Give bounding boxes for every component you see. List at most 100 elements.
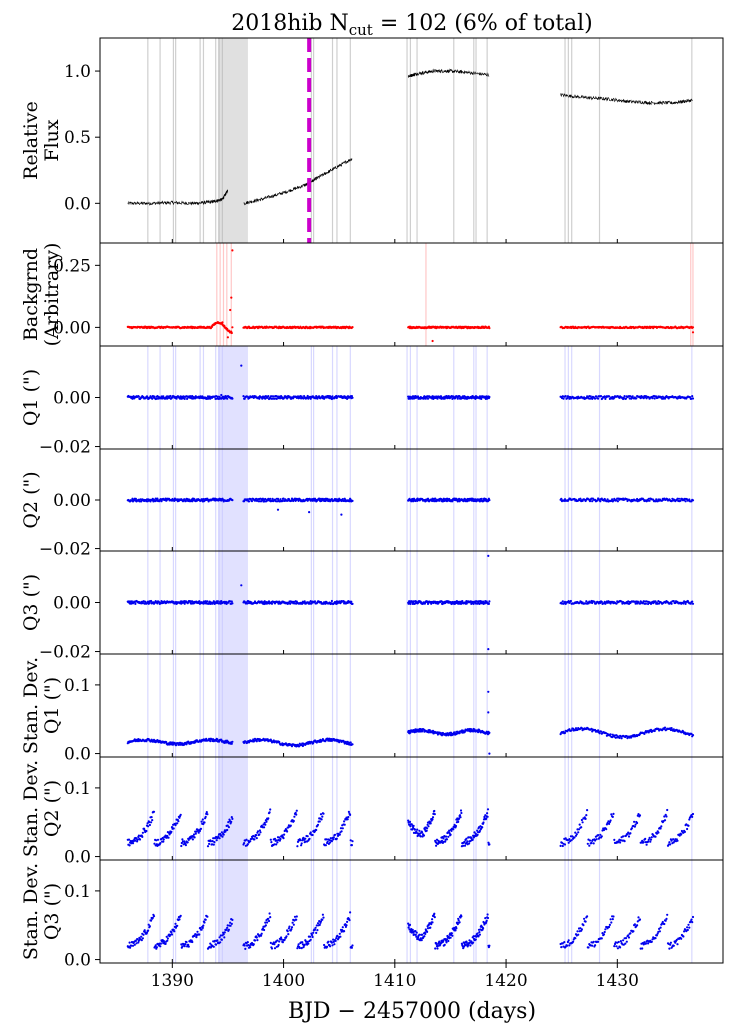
- data-point: [184, 499, 187, 503]
- data-point: [213, 939, 217, 942]
- data-point: [203, 821, 206, 824]
- data-point: [669, 843, 672, 846]
- data-point: [480, 497, 483, 500]
- data-point: [295, 813, 298, 816]
- data-point: [167, 836, 170, 839]
- data-point: [215, 739, 218, 743]
- data-point: [229, 600, 232, 603]
- data-point: [276, 841, 279, 844]
- data-point: [672, 838, 675, 841]
- data-point: [151, 819, 154, 822]
- data-point: [206, 813, 209, 816]
- data-point: [206, 600, 209, 603]
- data-point: [666, 808, 669, 812]
- data-point: [330, 840, 333, 843]
- data-point: [613, 838, 616, 842]
- data-point: [131, 842, 135, 845]
- data-point: [650, 836, 653, 839]
- data-point: [597, 729, 600, 732]
- data-point: [633, 820, 636, 823]
- data-point: [231, 397, 234, 400]
- data-point: [560, 497, 563, 500]
- data-point: [290, 926, 294, 929]
- data-point: [184, 943, 187, 946]
- data-point: [182, 395, 185, 398]
- data-point: [243, 944, 246, 947]
- data-point: [295, 809, 298, 812]
- data-point: [255, 740, 258, 743]
- y-tick-label: 0.1: [64, 779, 91, 799]
- data-point: [185, 941, 188, 944]
- data-point: [202, 498, 205, 501]
- data-point: [469, 600, 472, 603]
- data-point: [624, 397, 628, 400]
- data-point: [431, 339, 434, 343]
- data-point: [264, 497, 267, 501]
- data-point: [668, 841, 671, 844]
- data-point: [477, 731, 480, 734]
- data-point: [350, 395, 353, 398]
- data-point: [581, 821, 584, 824]
- data-point: [203, 921, 206, 924]
- data-point: [594, 397, 597, 400]
- data-point: [202, 924, 205, 927]
- data-point: [137, 834, 140, 837]
- data-point: [299, 839, 302, 842]
- data-point: [325, 838, 328, 841]
- data-point: [206, 915, 209, 918]
- data-point: [488, 395, 491, 399]
- data-point: [194, 832, 197, 835]
- data-point: [311, 833, 314, 837]
- data-point: [421, 730, 424, 733]
- data-point: [276, 508, 280, 511]
- data-point: [309, 935, 312, 938]
- data-point: [579, 497, 582, 500]
- data-point: [264, 921, 267, 924]
- data-point: [657, 831, 660, 834]
- data-point: [570, 729, 573, 732]
- data-point: [293, 815, 296, 818]
- data-point: [296, 947, 299, 950]
- data-point: [227, 821, 230, 824]
- data-point: [431, 499, 434, 503]
- data-point: [563, 731, 567, 735]
- data-point: [458, 814, 462, 817]
- data-point: [346, 740, 349, 744]
- data-point: [230, 820, 233, 824]
- data-point: [189, 395, 192, 398]
- data-point: [141, 831, 144, 834]
- data-point: [267, 917, 270, 920]
- data-point: [609, 733, 612, 736]
- data-point: [200, 928, 203, 931]
- data-point: [148, 925, 151, 928]
- data-point: [170, 931, 173, 934]
- data-point: [638, 602, 642, 605]
- data-point: [335, 837, 338, 840]
- data-point: [170, 933, 174, 936]
- data-point: [677, 497, 681, 500]
- data-point: [227, 928, 230, 931]
- data-point: [187, 943, 190, 947]
- data-point: [487, 602, 490, 606]
- data-point: [175, 397, 178, 400]
- data-point: [310, 933, 314, 937]
- flux-series: [407, 68, 490, 79]
- data-point: [268, 811, 271, 814]
- data-point: [691, 734, 695, 737]
- data-point: [618, 736, 621, 740]
- data-point: [292, 397, 295, 400]
- data-point: [286, 499, 289, 502]
- data-point: [164, 497, 167, 500]
- data-point: [268, 912, 271, 915]
- data-point: [245, 838, 248, 841]
- data-point: [580, 826, 583, 829]
- data-point: [448, 829, 451, 832]
- data-point: [591, 601, 594, 605]
- data-point: [282, 497, 285, 500]
- data-point: [350, 600, 353, 603]
- data-point: [463, 840, 466, 843]
- data-point: [309, 938, 312, 941]
- data-point: [577, 831, 580, 834]
- data-point: [258, 829, 261, 832]
- data-point: [159, 842, 162, 845]
